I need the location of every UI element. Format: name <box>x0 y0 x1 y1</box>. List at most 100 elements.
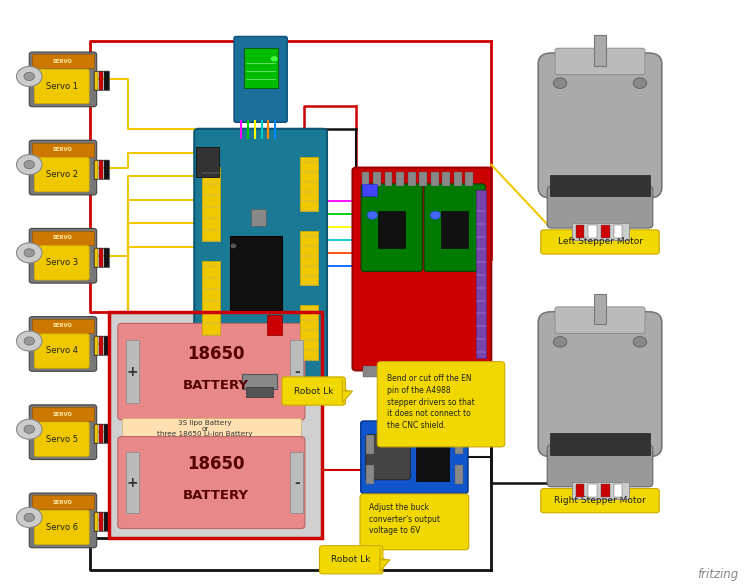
Text: -: - <box>294 476 300 490</box>
Bar <box>94 512 110 532</box>
Text: SERVO: SERVO <box>53 500 73 505</box>
Text: Servo 1: Servo 1 <box>46 82 78 91</box>
Bar <box>290 452 303 513</box>
FancyBboxPatch shape <box>548 445 652 487</box>
Bar <box>94 159 98 179</box>
Bar <box>378 211 406 248</box>
Bar <box>601 484 610 497</box>
Bar <box>416 447 448 481</box>
Bar <box>94 336 110 355</box>
FancyBboxPatch shape <box>320 546 382 574</box>
Bar <box>32 143 94 156</box>
Circle shape <box>230 243 236 248</box>
FancyBboxPatch shape <box>366 435 410 480</box>
Bar <box>244 48 278 88</box>
Bar <box>104 159 109 179</box>
Bar <box>594 35 606 66</box>
FancyBboxPatch shape <box>29 316 97 372</box>
Text: fritzing: fritzing <box>698 568 739 581</box>
Circle shape <box>16 331 42 351</box>
Circle shape <box>24 425 34 433</box>
FancyBboxPatch shape <box>29 52 97 107</box>
Text: Right Stepper Motor: Right Stepper Motor <box>554 496 646 505</box>
Bar <box>104 512 109 532</box>
Bar <box>589 484 597 497</box>
Bar <box>267 315 282 335</box>
Bar <box>94 424 98 443</box>
Text: 3S lipo Battery: 3S lipo Battery <box>178 420 232 426</box>
Text: SERVO: SERVO <box>53 323 73 329</box>
Bar <box>594 294 606 325</box>
Bar <box>362 184 377 196</box>
Bar <box>362 172 369 186</box>
Bar <box>290 340 303 403</box>
Bar <box>94 159 110 179</box>
Circle shape <box>24 249 34 257</box>
FancyBboxPatch shape <box>361 421 468 493</box>
Bar <box>300 305 317 359</box>
Bar <box>419 172 427 186</box>
FancyBboxPatch shape <box>538 53 662 198</box>
Bar <box>614 484 622 497</box>
Bar <box>441 211 469 248</box>
Bar <box>550 433 650 455</box>
Text: Robot Lk: Robot Lk <box>294 386 333 396</box>
Bar <box>466 172 473 186</box>
Circle shape <box>24 72 34 81</box>
Bar <box>94 336 98 355</box>
Text: Adjust the buck
converter's output
voltage to 6V: Adjust the buck converter's output volta… <box>369 503 440 536</box>
Bar <box>366 465 374 485</box>
Circle shape <box>368 211 378 219</box>
Bar <box>104 336 109 355</box>
Text: Servo 3: Servo 3 <box>46 258 78 268</box>
Circle shape <box>16 66 42 86</box>
Text: SERVO: SERVO <box>53 412 73 417</box>
Bar <box>109 312 322 538</box>
Bar <box>454 435 463 454</box>
FancyBboxPatch shape <box>29 141 97 195</box>
FancyBboxPatch shape <box>548 186 652 228</box>
Bar <box>32 407 94 421</box>
Text: Bend or cut off the EN
pin of the A4988
stepper drivers so that
it does not conn: Bend or cut off the EN pin of the A4988 … <box>387 374 475 430</box>
Bar <box>32 231 94 245</box>
Circle shape <box>24 161 34 169</box>
Circle shape <box>554 78 567 88</box>
Bar <box>601 225 610 238</box>
Circle shape <box>16 243 42 263</box>
Text: Servo 6: Servo 6 <box>46 523 78 532</box>
FancyBboxPatch shape <box>29 493 97 548</box>
Text: 18650: 18650 <box>187 455 244 473</box>
Text: SERVO: SERVO <box>53 147 73 152</box>
Text: three 18650 Li-ion Battery: three 18650 Li-ion Battery <box>158 432 253 437</box>
FancyBboxPatch shape <box>29 405 97 460</box>
Bar <box>442 172 450 186</box>
FancyBboxPatch shape <box>362 184 422 272</box>
Bar <box>126 340 139 403</box>
Bar <box>373 172 381 186</box>
Bar <box>94 71 98 91</box>
Bar <box>366 435 374 454</box>
Bar <box>576 225 584 238</box>
FancyBboxPatch shape <box>555 48 645 75</box>
Bar <box>385 172 392 186</box>
FancyBboxPatch shape <box>352 168 491 370</box>
Bar <box>104 424 109 443</box>
FancyBboxPatch shape <box>377 362 505 447</box>
FancyBboxPatch shape <box>118 323 304 420</box>
Circle shape <box>16 155 42 175</box>
Bar <box>230 236 282 310</box>
FancyBboxPatch shape <box>424 184 485 272</box>
FancyBboxPatch shape <box>541 489 659 513</box>
Bar <box>576 484 584 497</box>
Bar <box>476 191 486 358</box>
FancyBboxPatch shape <box>34 334 89 368</box>
Text: 18650: 18650 <box>187 345 244 363</box>
Bar <box>104 248 109 267</box>
FancyBboxPatch shape <box>34 246 89 280</box>
Bar <box>396 172 404 186</box>
FancyBboxPatch shape <box>234 36 287 122</box>
Bar <box>572 223 629 240</box>
Bar <box>94 512 98 532</box>
FancyBboxPatch shape <box>118 437 304 529</box>
Circle shape <box>554 336 567 347</box>
